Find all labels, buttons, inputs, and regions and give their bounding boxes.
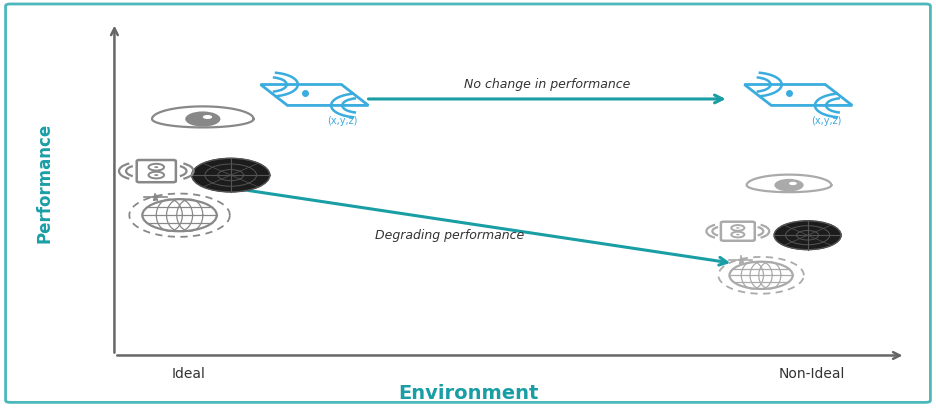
Polygon shape (747, 175, 831, 192)
Circle shape (203, 115, 212, 119)
Circle shape (731, 232, 744, 237)
Polygon shape (260, 84, 369, 105)
Circle shape (142, 199, 217, 231)
Circle shape (192, 158, 270, 192)
Polygon shape (152, 106, 254, 127)
Text: Non-Ideal: Non-Ideal (779, 366, 845, 381)
Circle shape (736, 234, 739, 235)
Text: Degrading performance: Degrading performance (374, 229, 524, 242)
Text: Ideal: Ideal (172, 366, 206, 381)
Polygon shape (744, 84, 853, 105)
Circle shape (774, 179, 804, 191)
Text: Environment: Environment (398, 384, 538, 403)
Circle shape (185, 111, 220, 126)
Text: (x,y,z): (x,y,z) (811, 116, 841, 126)
FancyBboxPatch shape (721, 222, 754, 241)
Circle shape (774, 221, 841, 250)
Circle shape (736, 227, 739, 228)
FancyBboxPatch shape (6, 4, 930, 402)
Circle shape (729, 262, 793, 289)
Text: (x,y,z): (x,y,z) (328, 116, 358, 126)
Text: No change in performance: No change in performance (464, 78, 630, 91)
FancyBboxPatch shape (137, 160, 176, 182)
Circle shape (149, 172, 164, 178)
Circle shape (731, 225, 744, 231)
Circle shape (154, 166, 158, 168)
Circle shape (149, 164, 164, 171)
Text: Performance: Performance (36, 123, 53, 243)
Circle shape (154, 174, 158, 176)
Circle shape (789, 182, 797, 185)
